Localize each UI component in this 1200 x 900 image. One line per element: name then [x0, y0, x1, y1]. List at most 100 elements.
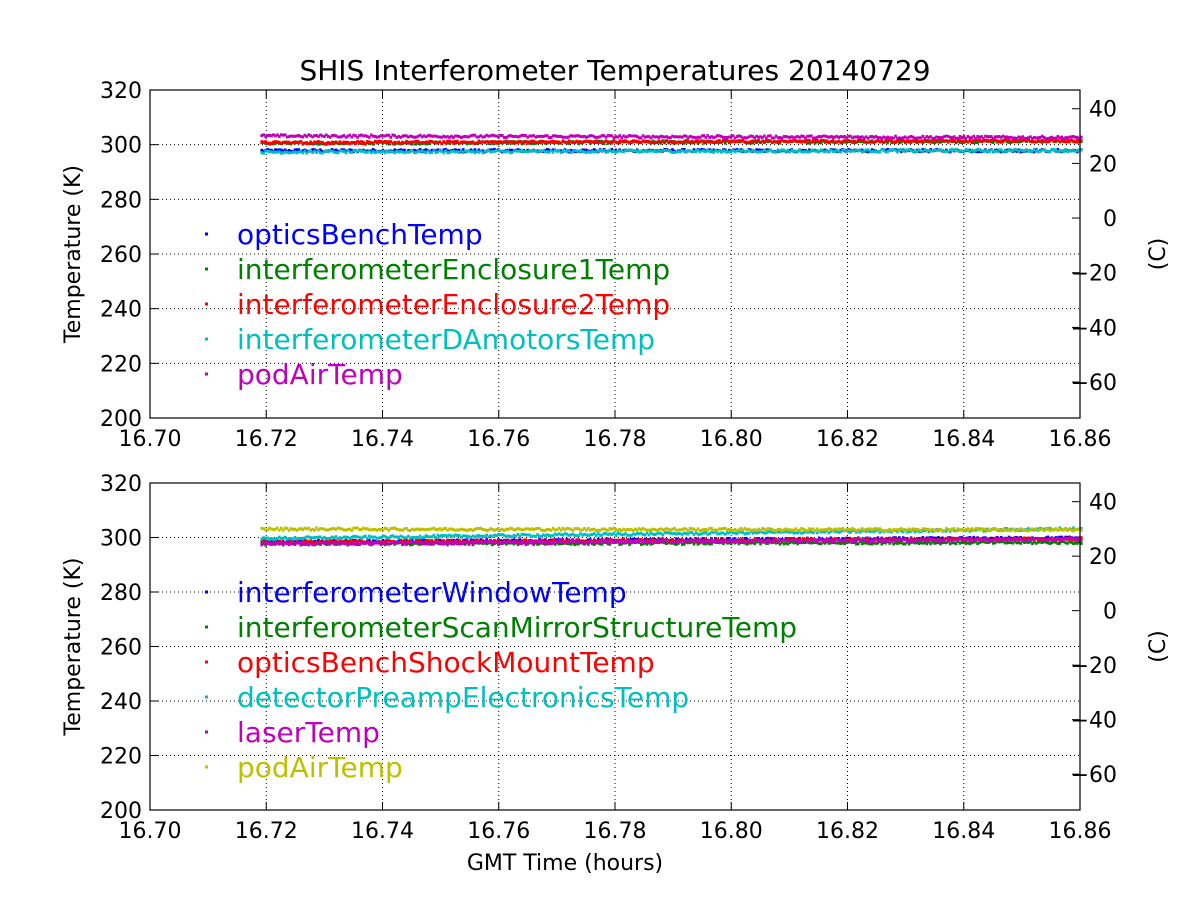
data-point	[868, 140, 872, 144]
data-point	[724, 135, 727, 139]
data-point	[937, 536, 940, 540]
data-point	[733, 541, 737, 545]
data-point	[493, 528, 496, 532]
data-point	[557, 149, 561, 153]
data-point	[432, 540, 436, 544]
data-point	[266, 536, 269, 540]
data-point	[313, 528, 316, 532]
data-point	[583, 532, 586, 536]
data-point	[913, 541, 917, 545]
data-point	[653, 149, 657, 153]
data-point	[620, 139, 623, 143]
data-point	[665, 135, 668, 139]
data-point	[843, 528, 846, 532]
data-point	[534, 534, 537, 538]
data-point	[332, 140, 336, 144]
data-point	[876, 541, 880, 545]
data-point	[862, 538, 866, 542]
data-point	[845, 541, 848, 545]
data-point	[980, 149, 983, 153]
data-point	[618, 527, 621, 531]
data-point	[440, 528, 443, 532]
data-point	[716, 528, 719, 532]
data-point	[892, 136, 895, 140]
data-point	[1038, 149, 1042, 153]
data-point	[634, 527, 637, 531]
data-point	[712, 529, 715, 533]
data-point	[411, 142, 414, 146]
data-point	[727, 536, 731, 540]
data-point	[270, 142, 273, 146]
data-point	[373, 139, 377, 143]
data-point	[592, 140, 596, 144]
data-point	[596, 135, 600, 139]
data-point	[1017, 139, 1021, 143]
data-point	[813, 538, 817, 542]
data-point	[657, 148, 661, 152]
data-point	[491, 142, 494, 146]
data-point	[988, 539, 991, 543]
data-point	[334, 539, 338, 543]
data-point	[528, 140, 532, 144]
data-point	[1064, 537, 1067, 541]
data-point	[411, 149, 414, 153]
data-point	[278, 140, 281, 144]
data-point	[1036, 136, 1040, 140]
data-point	[424, 538, 428, 542]
data-point	[815, 531, 819, 535]
data-point	[559, 539, 563, 543]
data-point	[575, 134, 578, 138]
data-point	[634, 149, 637, 153]
data-point	[467, 528, 471, 532]
data-point	[354, 542, 357, 546]
data-point	[430, 140, 434, 144]
data-point	[354, 539, 357, 543]
data-point	[592, 148, 596, 152]
data-point	[403, 141, 406, 145]
data-point	[759, 148, 762, 152]
data-point	[332, 527, 336, 531]
data-point	[542, 541, 545, 545]
data-point	[708, 532, 711, 536]
data-point	[632, 139, 635, 143]
data-point	[278, 150, 281, 154]
data-point	[317, 140, 320, 144]
data-point	[718, 540, 721, 544]
data-point	[964, 528, 968, 532]
data-point	[262, 140, 265, 144]
data-point	[346, 540, 350, 544]
data-point	[1005, 538, 1009, 542]
data-point	[569, 150, 573, 154]
data-point	[475, 534, 479, 538]
data-point	[581, 541, 584, 545]
data-point	[925, 139, 929, 143]
data-point	[594, 139, 598, 143]
data-point	[561, 135, 565, 139]
data-point	[293, 150, 297, 154]
data-point	[589, 139, 592, 143]
data-point	[909, 537, 913, 541]
data-point	[1054, 138, 1058, 142]
data-point	[727, 539, 731, 543]
data-point	[808, 138, 811, 142]
data-point	[510, 540, 514, 544]
data-point	[493, 533, 496, 537]
data-point	[943, 529, 946, 533]
data-point	[988, 139, 991, 143]
data-point	[444, 135, 447, 139]
data-point	[326, 134, 330, 138]
data-point	[931, 140, 934, 144]
data-point	[704, 542, 708, 546]
data-point	[857, 135, 860, 139]
data-point	[309, 134, 312, 138]
data-point	[649, 136, 653, 140]
data-point	[389, 527, 393, 531]
data-point	[348, 527, 352, 531]
data-point	[583, 150, 586, 154]
data-point	[655, 528, 659, 532]
data-point	[561, 526, 565, 530]
data-point	[643, 149, 647, 153]
data-point	[763, 148, 766, 152]
data-point	[696, 148, 700, 152]
data-point	[270, 539, 273, 543]
